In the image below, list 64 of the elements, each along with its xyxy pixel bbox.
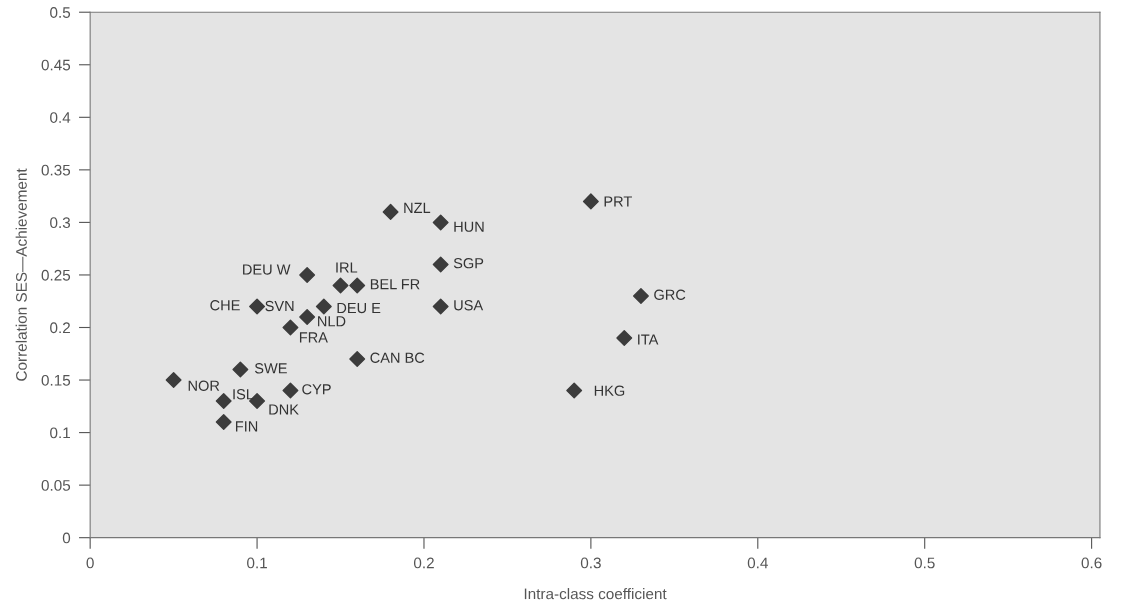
y-tick-label: 0.35 <box>41 164 71 176</box>
y-tick-label: 0.3 <box>50 217 71 229</box>
point <box>432 214 449 231</box>
point <box>299 309 316 325</box>
point <box>165 372 182 389</box>
annotation: FIN <box>235 421 258 432</box>
point <box>382 203 399 220</box>
y-tick-label: 0.05 <box>41 480 71 491</box>
annotation: BEL FR <box>370 279 420 290</box>
point <box>249 298 266 315</box>
point <box>215 414 232 431</box>
annotation: FRA <box>299 332 328 343</box>
annotation: SWE <box>254 363 287 374</box>
annotation: NZL <box>404 202 431 213</box>
point <box>349 351 366 368</box>
y-tick-label: 0.15 <box>41 374 71 386</box>
annotation: NLD <box>318 316 346 327</box>
annotation: NOR <box>188 380 220 391</box>
annotation: SVN <box>265 300 294 312</box>
x-tick-label: 0 <box>86 557 94 569</box>
point <box>566 382 583 399</box>
annotation: IRL <box>336 262 358 273</box>
annotation: HUN <box>454 221 484 232</box>
annotation: USA <box>454 300 484 311</box>
point <box>349 277 366 294</box>
y-tick-label: 0.25 <box>41 269 71 281</box>
annotation: DEU E <box>337 302 381 314</box>
annotation: ITA <box>638 334 659 345</box>
x-tick-label: 0.6 <box>1081 557 1102 569</box>
annotation: PRT <box>604 196 632 207</box>
annotation: DNK <box>269 404 299 415</box>
point <box>616 330 633 346</box>
x-tick-label: 0.5 <box>914 557 935 569</box>
point <box>432 256 449 273</box>
annotation: GRC <box>654 289 686 300</box>
annotation: CYP <box>302 384 331 395</box>
y-tick-label: 0.1 <box>50 427 70 439</box>
annotation: ISL <box>233 389 254 400</box>
point <box>332 277 349 294</box>
y-tick-label: 0.4 <box>50 112 71 123</box>
point <box>315 298 332 315</box>
x-tick-label: 0.1 <box>247 557 267 569</box>
point <box>282 382 299 399</box>
x-tick-label: 0.4 <box>747 557 768 569</box>
annotation: HKG <box>594 385 625 396</box>
y-axis-title: Correlation SES—Achievement <box>15 168 27 381</box>
point <box>582 193 599 210</box>
y-tick-label: 0.2 <box>50 322 70 334</box>
x-tick-label: 0.2 <box>413 557 434 569</box>
x-axis-title: Intra-class coefficient <box>524 588 667 600</box>
y-tick-label: 0.5 <box>50 7 71 18</box>
annotation: CAN BC <box>370 352 425 363</box>
point <box>632 287 649 304</box>
annotation: SGP <box>453 258 484 269</box>
annotation: CHE <box>210 300 240 311</box>
point <box>282 319 299 336</box>
point <box>299 266 316 283</box>
point <box>215 393 232 410</box>
point <box>432 298 449 315</box>
y-tick-label: 0.45 <box>41 59 71 71</box>
y-tick-label: 0 <box>62 532 71 544</box>
x-tick-label: 0.3 <box>580 557 601 569</box>
annotation: DEU W <box>243 264 291 275</box>
point <box>232 361 249 378</box>
